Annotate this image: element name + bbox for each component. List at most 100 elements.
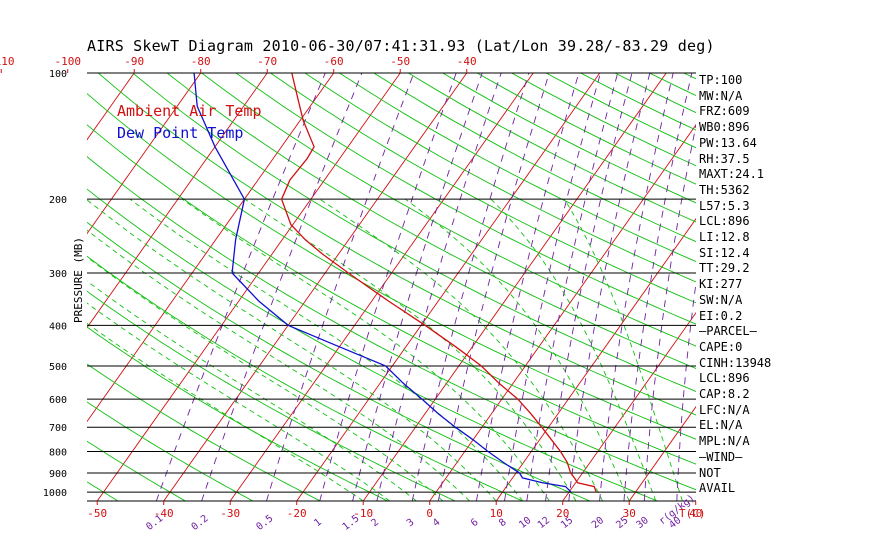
bottom-tick-label: 20 — [556, 507, 569, 520]
mixing-ratio-line — [475, 73, 580, 501]
mixing-ratio-label: 0.5 — [254, 513, 275, 533]
mixing-ratio-line — [376, 73, 502, 501]
bottom-tick-label: -20 — [287, 507, 307, 520]
pressure-tick-label: 200 — [49, 195, 67, 206]
index-label: WB0:896 — [699, 120, 750, 135]
isotherm-line — [562, 311, 696, 501]
index-label: EI:0.2 — [699, 308, 743, 323]
dry-adiabat-line — [304, 73, 696, 283]
dry-adiabat-line — [87, 156, 696, 491]
moist-adiabat-line — [87, 302, 391, 501]
bottom-tick-label: -30 — [220, 507, 240, 520]
mixing-ratio-line — [411, 73, 530, 501]
dewpoint-temp-line — [193, 73, 572, 493]
dry-adiabat-line — [339, 73, 696, 263]
index-label: LI:12.8 — [699, 230, 750, 244]
mixing-ratio-label: 30 — [635, 515, 651, 531]
index-label: –WIND– — [699, 449, 743, 464]
isotherm-line — [0, 54, 81, 510]
dry-adiabat-line — [856, 73, 870, 501]
isotherm-line — [87, 73, 268, 329]
moist-adiabat-line — [319, 198, 604, 501]
dry-adiabat-line — [87, 221, 591, 501]
index-label: MPL:N/A — [699, 434, 750, 449]
index-label: NOT — [699, 465, 721, 480]
index-label: LCL:896 — [699, 214, 750, 229]
isotherm-line — [429, 124, 696, 501]
index-label: AVAIL — [699, 481, 736, 496]
ambient-temp-line — [280, 73, 597, 493]
bottom-tick-label: 40 — [689, 507, 702, 520]
mixing-ratio-label: 10 — [517, 515, 533, 531]
sounding-series — [193, 73, 597, 493]
isotherm-line — [87, 73, 335, 423]
pressure-tick-label: 600 — [49, 395, 67, 406]
index-label: CAPE:0 — [699, 339, 743, 354]
index-label: MAXT:24.1 — [699, 167, 765, 182]
dry-adiabat-line — [408, 73, 696, 223]
dry-adiabat-line — [649, 73, 696, 97]
mixing-ratio-line — [599, 73, 674, 501]
isotherm-line — [87, 73, 202, 235]
dry-adiabat-line — [87, 481, 119, 501]
isotherm-line — [87, 73, 135, 141]
pressure-tick-label: 500 — [49, 362, 67, 373]
bottom-tick-label: 0 — [426, 507, 433, 520]
mixing-ratio-label: 8 — [497, 517, 509, 529]
moist-adiabat-line — [564, 198, 683, 501]
mixing-ratio-line — [155, 73, 326, 501]
mixing-ratio-label: 4 — [431, 517, 443, 529]
dry-adiabat-line — [166, 73, 696, 369]
dry-adiabat-line — [87, 255, 523, 501]
legend-ambient: Ambient Air Temp — [117, 102, 262, 120]
mixing-ratio-line — [623, 73, 693, 501]
top-tick-label: -60 — [324, 55, 344, 68]
dry-adiabat-line — [201, 73, 696, 347]
dry-adiabat-line — [87, 401, 254, 501]
legend-dewpoint: Dew Point Temp — [117, 124, 244, 142]
dry-adiabat-line — [132, 73, 696, 392]
mixing-ratio-label: 2 — [370, 517, 382, 529]
dry-adiabat-line — [235, 73, 696, 325]
y-axis-title: PRESSURE (MB) — [72, 237, 85, 323]
pressure-tick-label: 900 — [49, 469, 67, 480]
index-label: SW:N/A — [699, 292, 743, 307]
index-label: TP:100 — [699, 73, 743, 87]
moist-adiabat-line — [87, 280, 417, 501]
index-label: KI:277 — [699, 277, 743, 292]
isotherm-line — [96, 73, 401, 501]
index-label: CAP:8.2 — [699, 387, 750, 401]
axis-labels: 1002003004005006007008009001000-120-110-… — [0, 55, 706, 533]
pressure-tick-label: 100 — [49, 69, 67, 80]
index-label: MW:N/A — [699, 88, 743, 103]
bottom-tick-label: 10 — [490, 507, 503, 520]
top-tick-label: -70 — [257, 55, 277, 68]
index-label: SI:12.4 — [699, 245, 750, 260]
index-label: TH:5362 — [699, 182, 750, 197]
moist-adiabat-line — [244, 198, 577, 501]
dry-adiabat-line — [787, 73, 870, 501]
moist-adiabat-line — [129, 198, 524, 501]
bottom-tick-label: 30 — [623, 507, 636, 520]
mixing-ratio-label: 1 — [312, 517, 324, 529]
top-tick-label: -80 — [191, 55, 211, 68]
dry-adiabat-line — [753, 73, 870, 501]
dry-adiabat-line — [87, 440, 186, 501]
pressure-tick-label: 300 — [49, 269, 67, 280]
top-tick-label: -50 — [390, 55, 410, 68]
moist-adiabat-line — [87, 256, 444, 501]
dry-adiabat-line — [87, 363, 321, 501]
moist-adiabat-line — [87, 229, 470, 501]
mixing-ratio-label: 12 — [536, 515, 552, 531]
background-grid — [0, 54, 870, 510]
top-tick-label: -90 — [124, 55, 144, 68]
isotherm-line — [628, 405, 696, 501]
top-tick-label: -100 — [54, 55, 81, 68]
dry-adiabat-line — [87, 290, 456, 501]
pressure-tick-label: 700 — [49, 423, 67, 434]
mixing-ratio-label: 3 — [405, 517, 417, 529]
axes-frame — [0, 69, 697, 505]
index-label: –PARCEL– — [699, 324, 757, 339]
index-label: PW:13.64 — [699, 135, 757, 150]
pressure-tick-label: 400 — [49, 321, 67, 332]
